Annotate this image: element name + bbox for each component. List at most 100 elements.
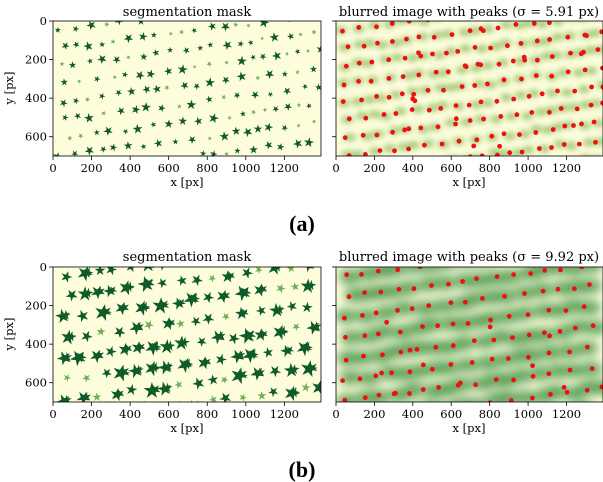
peak-marker xyxy=(497,143,502,149)
peak-marker xyxy=(467,28,473,34)
blur-plot-a xyxy=(335,0,603,191)
plant-blob xyxy=(290,387,301,398)
peak-marker xyxy=(406,146,411,152)
peak-marker xyxy=(511,377,516,383)
plant-blob xyxy=(265,244,277,256)
plant-blob xyxy=(306,103,312,109)
plant-blob xyxy=(302,341,313,353)
plant-blob xyxy=(186,213,197,224)
plant-blob xyxy=(257,391,267,400)
peak-marker xyxy=(426,107,432,113)
plant-blob xyxy=(273,267,282,272)
blurred-blob xyxy=(366,183,378,191)
blurred-blob xyxy=(424,175,436,183)
plant-blob xyxy=(279,224,289,234)
peak-marker xyxy=(390,39,395,44)
plant-blob xyxy=(192,64,197,69)
peak-marker xyxy=(472,83,478,88)
blurred-blob xyxy=(444,83,457,92)
peak-marker xyxy=(506,313,512,319)
peak-marker xyxy=(547,333,552,339)
peak-marker xyxy=(361,43,367,49)
plant-blob xyxy=(192,377,205,390)
peak-marker xyxy=(522,291,527,296)
plant-blob xyxy=(55,308,70,324)
plant-blob xyxy=(247,39,254,46)
plant-blob xyxy=(314,83,321,91)
plant-blob xyxy=(73,5,79,11)
plant-blob xyxy=(311,321,321,331)
plant-blob xyxy=(301,301,313,313)
peak-marker xyxy=(395,307,400,313)
peak-marker xyxy=(404,36,409,42)
mask-plot-a xyxy=(52,5,322,191)
plant-blob xyxy=(250,54,256,61)
mask-plot-b xyxy=(52,197,322,403)
blurred-blob xyxy=(448,0,460,3)
y-tick-label-a: 600 xyxy=(25,130,47,144)
x-tick-label-right-b: 0 xyxy=(332,407,339,421)
plant-blob xyxy=(86,21,96,31)
plant-blob xyxy=(71,150,79,156)
plant-blob xyxy=(86,183,94,191)
peak-marker xyxy=(537,146,542,151)
blurred-blob xyxy=(488,208,510,222)
x-tick-label-right-b: 800 xyxy=(479,407,501,421)
plant-blob xyxy=(317,383,321,391)
plant-blob xyxy=(207,374,219,385)
plant-blob xyxy=(135,71,145,81)
blurred-blob xyxy=(363,95,376,104)
peak-marker xyxy=(406,21,412,24)
peak-marker xyxy=(373,373,379,379)
plant-blob xyxy=(128,363,142,379)
peak-marker xyxy=(433,344,439,350)
blurred-blob xyxy=(538,144,551,153)
blurred-blob xyxy=(463,212,485,226)
plant-blob xyxy=(276,283,286,294)
plant-blob xyxy=(161,214,171,224)
plant-blob xyxy=(95,286,105,296)
blurred-blob xyxy=(587,194,603,208)
peak-marker xyxy=(487,400,493,402)
plant-blob xyxy=(101,110,107,116)
x-tick-label-right-b: 200 xyxy=(363,407,385,421)
peak-marker xyxy=(488,45,493,51)
plant-blob xyxy=(164,119,174,128)
plant-blob xyxy=(239,110,246,117)
plant-blob xyxy=(77,79,82,84)
peak-marker xyxy=(396,286,402,292)
peak-marker xyxy=(505,43,510,49)
blurred-blob xyxy=(482,61,495,70)
blur-title-b: blurred image with peaks (σ = 9.92 px) xyxy=(339,250,599,265)
plant-blob xyxy=(259,21,270,28)
blurred-blob xyxy=(591,380,603,395)
blurred-blob xyxy=(505,112,518,121)
plant-blob xyxy=(301,382,311,392)
blurred-blob xyxy=(390,219,412,233)
x-tick-label-left-b: 400 xyxy=(119,407,141,421)
y-axis-label-a: y [px] xyxy=(2,72,16,106)
plant-blob xyxy=(235,368,248,381)
plant-blob xyxy=(163,361,174,371)
plant-blob xyxy=(72,247,83,259)
plant-blob xyxy=(174,335,189,350)
plant-blob xyxy=(116,107,125,116)
peak-marker xyxy=(431,34,437,40)
plant-blob xyxy=(59,251,68,259)
peak-marker xyxy=(525,312,531,318)
plant-blob xyxy=(100,183,108,191)
plant-blob xyxy=(259,53,267,61)
plant-blob xyxy=(169,234,185,250)
plant-blob xyxy=(311,197,320,206)
plant-blob xyxy=(95,243,104,253)
plant-blob xyxy=(91,285,105,300)
blurred-blob xyxy=(589,28,602,37)
peak-marker xyxy=(411,286,417,292)
plant-blob xyxy=(284,103,293,111)
peak-marker xyxy=(533,73,539,78)
peak-marker xyxy=(360,313,365,318)
plant-blob xyxy=(59,61,65,67)
plant-blob xyxy=(85,226,95,236)
blurred-blob xyxy=(405,425,427,439)
peak-marker xyxy=(389,370,394,376)
